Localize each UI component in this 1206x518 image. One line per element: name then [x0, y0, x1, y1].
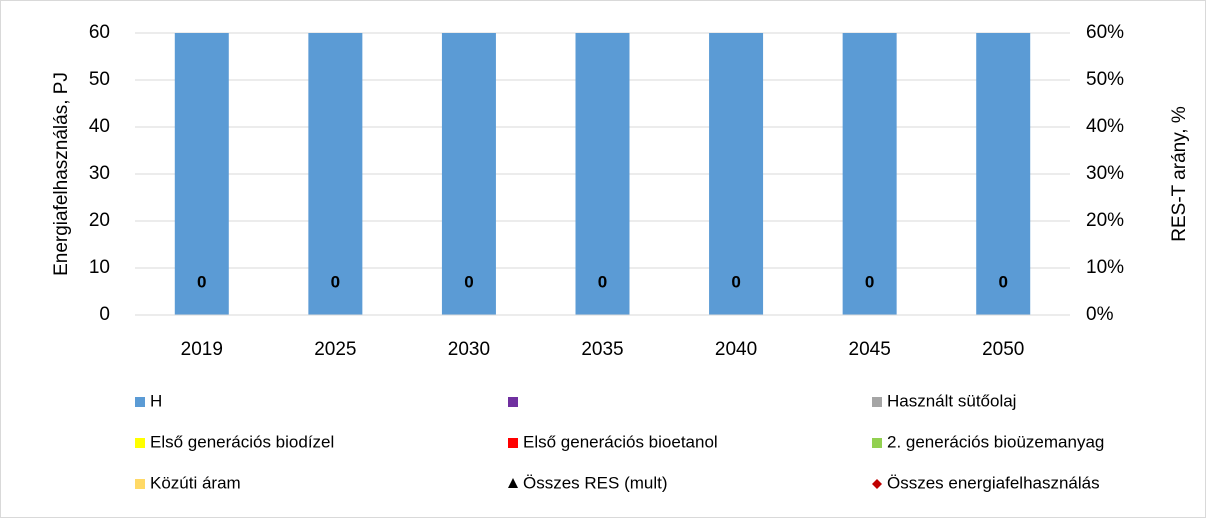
data-label: 0	[197, 272, 206, 291]
y2-tick-label: 20%	[1086, 210, 1124, 231]
y-tick-label: 40	[89, 116, 110, 137]
x-tick-label: 2030	[448, 339, 490, 360]
y-tick-label: 30	[89, 163, 110, 184]
data-label: 0	[598, 272, 607, 291]
data-label: 0	[331, 272, 340, 291]
legend-label: Közúti áram	[150, 473, 241, 492]
legend-label: Összes energiafelhasználás	[887, 473, 1100, 492]
data-label: 0	[731, 272, 740, 291]
data-label: 0	[865, 272, 874, 291]
data-label: 0	[998, 272, 1007, 291]
x-tick-label: 2019	[181, 339, 223, 360]
y2-tick-label: 10%	[1086, 257, 1124, 278]
y-tick-label: 0	[99, 304, 110, 325]
y2-tick-label: 50%	[1086, 69, 1124, 90]
bar	[575, 33, 630, 315]
bar	[441, 33, 496, 315]
y-tick-label: 50	[89, 69, 110, 90]
legend-swatch	[135, 397, 145, 407]
legend-swatch	[135, 438, 145, 448]
x-tick-label: 2025	[314, 339, 356, 360]
legend-swatch	[872, 397, 882, 407]
y2-tick-label: 30%	[1086, 163, 1124, 184]
bar	[842, 33, 897, 315]
legend-swatch	[508, 397, 518, 407]
y2-tick-label: 40%	[1086, 116, 1124, 137]
legend-label: Első generációs biodízel	[150, 432, 334, 451]
x-tick-label: 2045	[849, 339, 891, 360]
y-tick-label: 10	[89, 257, 110, 278]
y-tick-label: 60	[89, 22, 110, 43]
legend-swatch	[872, 479, 882, 489]
bar	[174, 33, 229, 315]
legend-swatch	[135, 479, 145, 489]
bar	[976, 33, 1031, 315]
legend-swatch	[508, 478, 518, 488]
legend-label: Első generációs bioetanol	[523, 432, 718, 451]
legend-swatch	[508, 438, 518, 448]
legend-label: Összes RES (mult)	[523, 473, 668, 492]
x-tick-label: 2035	[581, 339, 623, 360]
legend-label: Használt sütőolaj	[887, 391, 1016, 410]
legend-label: 2. generációs bioüzemanyag	[887, 432, 1104, 451]
y2-tick-label: 0%	[1086, 304, 1114, 325]
x-tick-label: 2050	[982, 339, 1024, 360]
y-tick-label: 20	[89, 210, 110, 231]
data-label: 0	[464, 272, 473, 291]
bar	[308, 33, 363, 315]
x-tick-label: 2040	[715, 339, 757, 360]
legend-swatch	[872, 438, 882, 448]
y2-axis-title: RES-T arány, %	[1169, 106, 1190, 242]
y-axis-title: Energiafelhasználás, PJ	[51, 72, 72, 276]
legend-label: H	[150, 391, 162, 410]
y2-tick-label: 60%	[1086, 22, 1124, 43]
bar	[709, 33, 764, 315]
